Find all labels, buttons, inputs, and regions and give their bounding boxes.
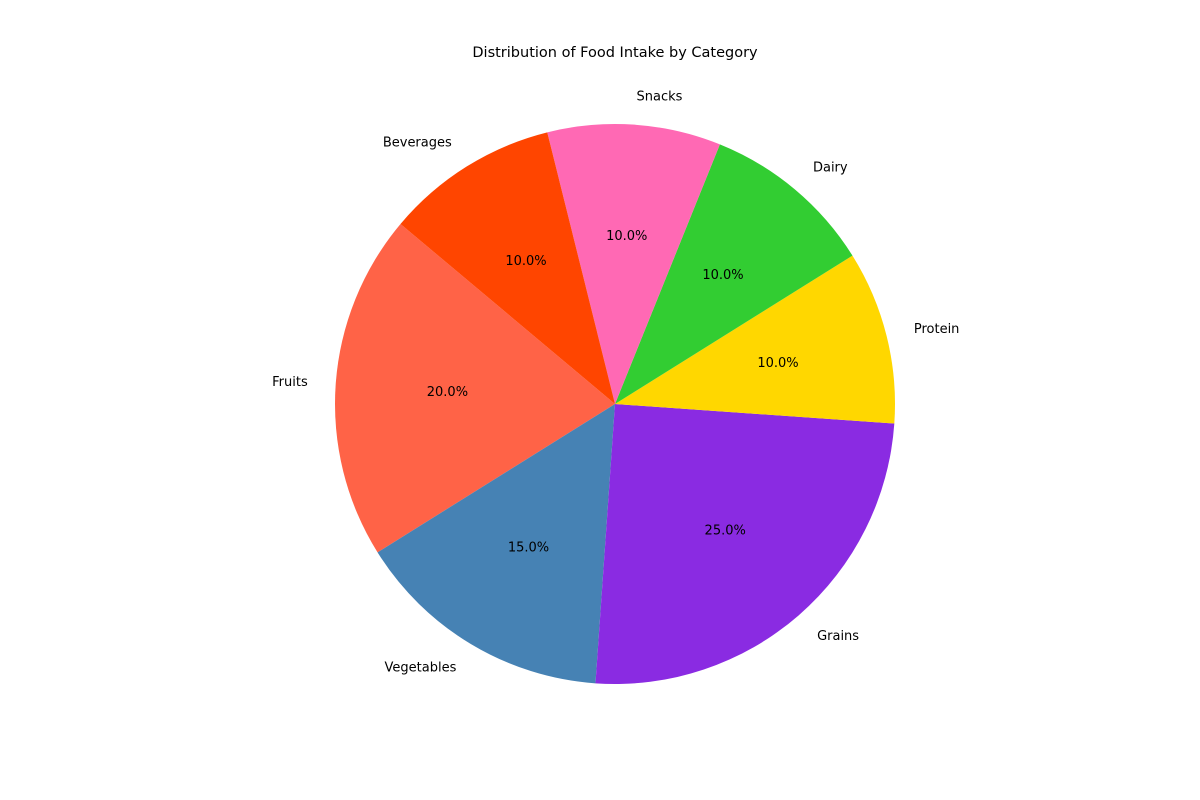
pct-label-dairy: 10.0% [702,268,743,283]
pct-label-beverages: 10.0% [505,254,546,269]
slice-label-vegetables: Vegetables [385,661,457,676]
pct-label-vegetables: 15.0% [508,541,549,556]
pie-slice-protein [615,255,895,424]
slice-label-fruits: Fruits [272,375,308,390]
pct-label-fruits: 20.0% [427,385,468,400]
slice-label-beverages: Beverages [383,135,452,150]
pie-slices [335,124,895,684]
pie-slice-beverages [400,132,615,404]
pct-label-protein: 10.0% [757,356,798,371]
slice-label-grains: Grains [817,629,859,644]
slice-label-protein: Protein [914,322,960,337]
pie-slice-grains [595,404,895,684]
slice-label-snacks: Snacks [636,89,682,104]
pie-labels: Fruits 20.0% Vegetables 15.0% Grains 25.0% Pro… [272,89,959,675]
slice-label-dairy: Dairy [813,161,848,176]
pct-label-grains: 25.0% [705,523,746,538]
pie-slice-snacks [547,124,720,405]
pie-slice-vegetables [377,404,615,684]
pie-slice-fruits [335,224,615,553]
chart-title: Distribution of Food Intake by Category [472,45,758,61]
pie-slice-dairy [615,144,853,404]
pct-label-snacks: 10.0% [606,229,647,244]
